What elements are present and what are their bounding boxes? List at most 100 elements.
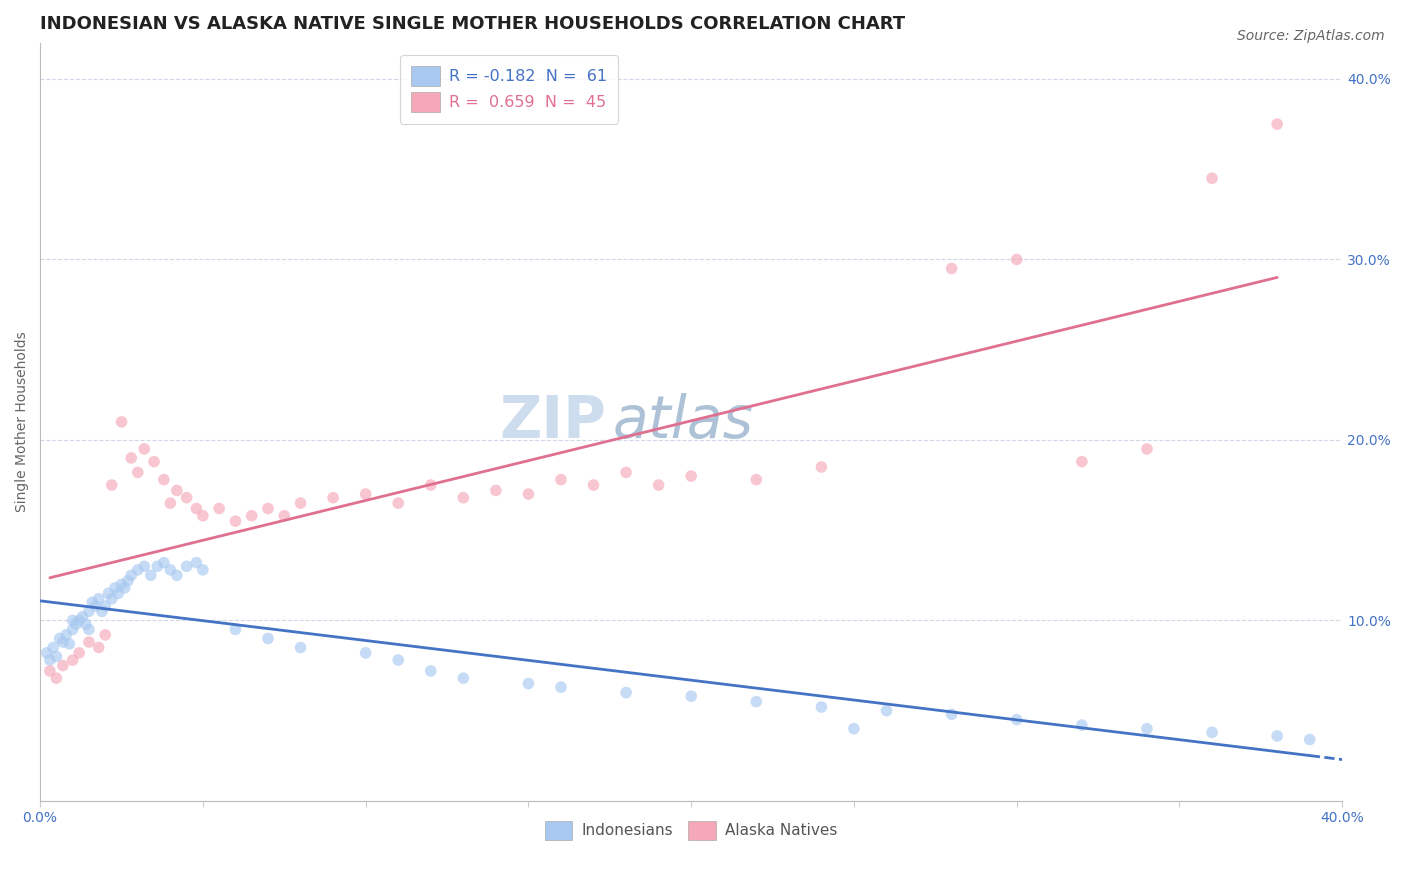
Point <box>38 664 60 678</box>
Point <box>166 483 188 498</box>
Text: Source: ZipAtlas.com: Source: ZipAtlas.com <box>1237 29 1385 43</box>
Text: ZIP: ZIP <box>499 393 606 450</box>
Point <box>94 628 117 642</box>
Point <box>134 442 156 456</box>
Text: atlas: atlas <box>613 393 754 450</box>
Point <box>72 609 94 624</box>
Point <box>1070 454 1092 468</box>
Point <box>224 623 246 637</box>
Point <box>387 496 409 510</box>
Point <box>191 563 214 577</box>
Point <box>1070 718 1092 732</box>
Point <box>257 501 280 516</box>
Point <box>117 574 139 588</box>
Point <box>290 640 312 655</box>
Point <box>62 623 84 637</box>
Point <box>48 632 70 646</box>
Point <box>257 632 280 646</box>
Point <box>127 563 149 577</box>
Point <box>159 496 181 510</box>
Point <box>842 722 865 736</box>
Text: INDONESIAN VS ALASKA NATIVE SINGLE MOTHER HOUSEHOLDS CORRELATION CHART: INDONESIAN VS ALASKA NATIVE SINGLE MOTHE… <box>41 15 905 33</box>
Point <box>876 704 898 718</box>
Point <box>186 501 208 516</box>
Point <box>419 664 441 678</box>
Point <box>42 640 65 655</box>
Point <box>143 454 166 468</box>
Point <box>67 646 90 660</box>
Point <box>114 581 136 595</box>
Point <box>100 591 122 606</box>
Point <box>58 637 80 651</box>
Point <box>104 581 127 595</box>
Point <box>77 623 100 637</box>
Point <box>1136 442 1159 456</box>
Point <box>107 586 129 600</box>
Point <box>176 559 198 574</box>
Point <box>1265 729 1288 743</box>
Point <box>100 478 122 492</box>
Point <box>82 595 104 609</box>
Point <box>290 496 312 510</box>
Point <box>517 676 540 690</box>
Point <box>120 568 142 582</box>
Point <box>120 450 142 465</box>
Point <box>453 671 475 685</box>
Legend: Indonesians, Alaska Natives: Indonesians, Alaska Natives <box>538 814 844 847</box>
Point <box>322 491 344 505</box>
Point <box>52 635 75 649</box>
Point <box>87 640 110 655</box>
Point <box>35 646 58 660</box>
Point <box>84 599 107 613</box>
Point <box>62 653 84 667</box>
Point <box>67 614 90 628</box>
Point <box>941 261 963 276</box>
Point <box>45 671 67 685</box>
Point <box>65 617 87 632</box>
Point <box>745 695 768 709</box>
Point <box>1299 732 1322 747</box>
Point <box>354 487 377 501</box>
Point <box>419 478 441 492</box>
Point <box>681 689 703 703</box>
Point <box>453 491 475 505</box>
Point <box>681 469 703 483</box>
Y-axis label: Single Mother Households: Single Mother Households <box>15 332 30 512</box>
Point <box>45 649 67 664</box>
Point <box>153 556 176 570</box>
Point <box>1005 252 1028 267</box>
Point <box>810 700 832 714</box>
Point <box>1201 171 1223 186</box>
Point <box>941 707 963 722</box>
Point <box>582 478 605 492</box>
Point <box>208 501 231 516</box>
Point <box>1201 725 1223 739</box>
Point <box>52 658 75 673</box>
Point <box>91 604 114 618</box>
Point <box>127 466 149 480</box>
Point <box>614 685 637 699</box>
Point <box>176 491 198 505</box>
Point <box>810 460 832 475</box>
Point <box>77 604 100 618</box>
Point <box>153 473 176 487</box>
Point <box>110 415 132 429</box>
Point <box>134 559 156 574</box>
Point <box>94 599 117 613</box>
Point <box>387 653 409 667</box>
Point <box>77 635 100 649</box>
Point <box>191 508 214 523</box>
Point <box>110 577 132 591</box>
Point <box>75 617 97 632</box>
Point <box>97 586 120 600</box>
Point <box>224 514 246 528</box>
Point <box>139 568 162 582</box>
Point <box>87 591 110 606</box>
Point <box>1136 722 1159 736</box>
Point <box>354 646 377 660</box>
Point <box>550 473 572 487</box>
Point <box>647 478 669 492</box>
Point <box>273 508 295 523</box>
Point <box>62 614 84 628</box>
Point <box>146 559 169 574</box>
